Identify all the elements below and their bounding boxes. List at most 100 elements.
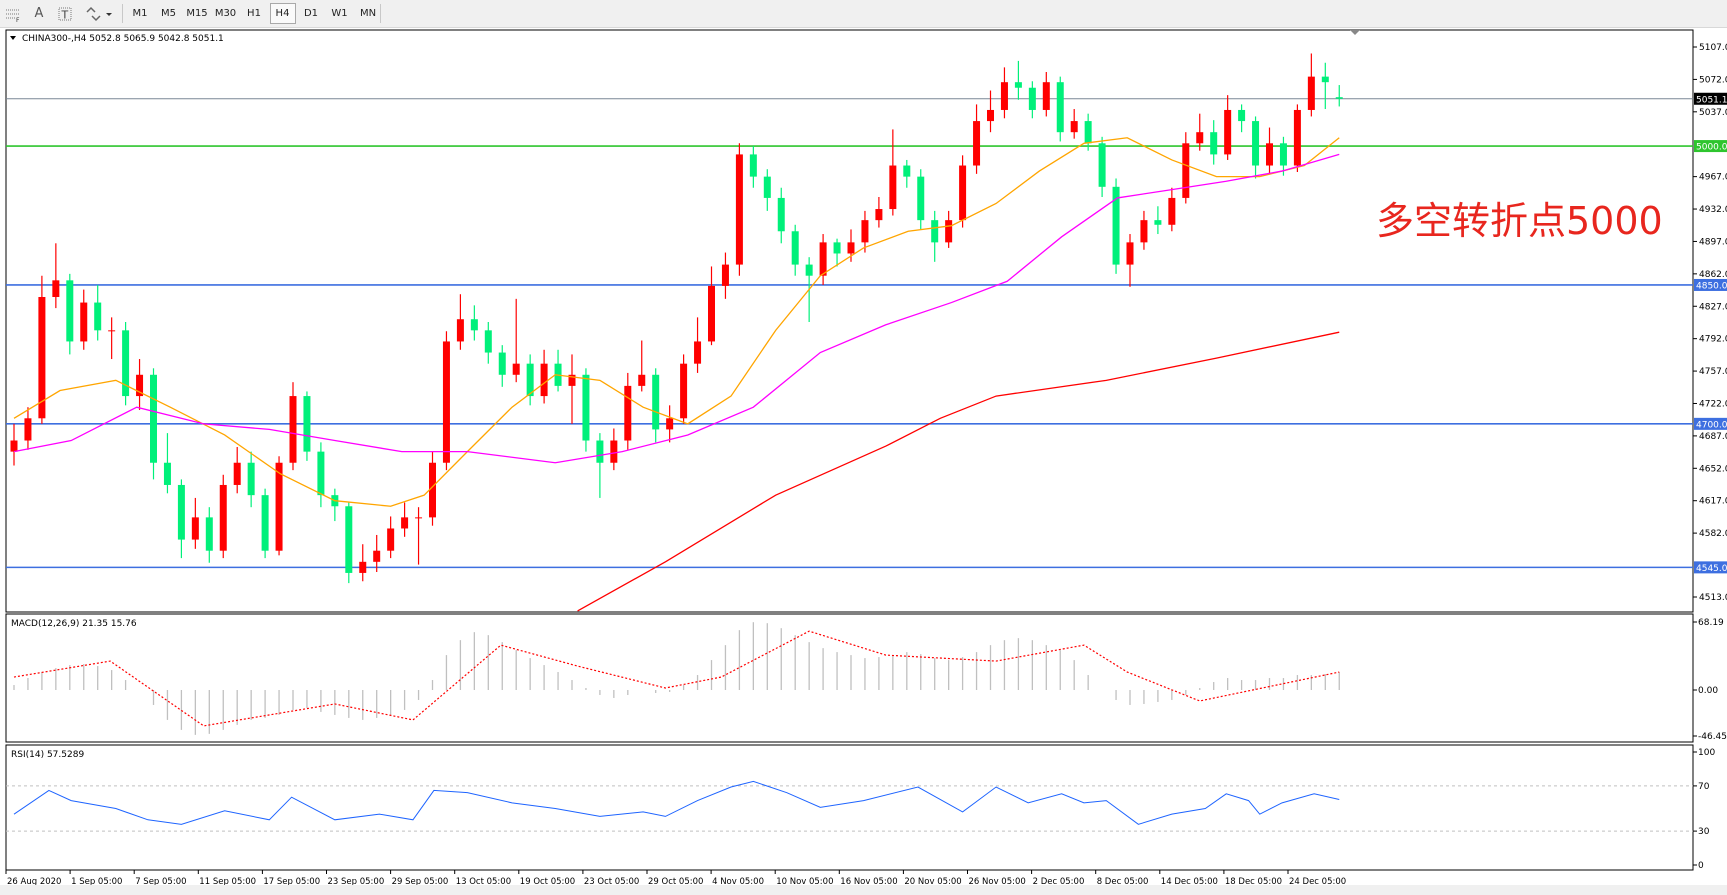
candle [80, 289, 88, 350]
candle-body [1182, 143, 1190, 198]
candle [1084, 113, 1092, 151]
candle-body [833, 242, 841, 254]
candle [1014, 60, 1022, 100]
timeframe-m1-button[interactable]: M1 [132, 8, 148, 19]
candle-body [10, 440, 18, 452]
price-tick-label: 4722.0 [1699, 399, 1727, 409]
candle-body [401, 517, 409, 529]
chart-annotation: 多空转折点5000 [1376, 199, 1663, 243]
candle-body [1307, 76, 1315, 110]
time-axis-label: 16 Nov 05:00 [840, 877, 897, 885]
candle [819, 234, 827, 285]
candle [1112, 178, 1120, 274]
timeframe-d1-button[interactable]: D1 [303, 8, 319, 19]
text-label-icon[interactable]: T [54, 3, 76, 24]
candle [1056, 76, 1064, 142]
chart-area[interactable]: CHINA300-,H4 5052.8 5065.9 5042.8 5051.1… [0, 27, 1727, 885]
candle [303, 391, 311, 461]
candle-body [1293, 109, 1301, 166]
time-axis-label: 11 Sep 05:00 [199, 877, 256, 885]
candle-body [442, 341, 450, 463]
timeframe-mn-button[interactable]: MN [359, 8, 377, 19]
timeframe-m5-button[interactable]: M5 [161, 8, 176, 19]
crosshair-grid-icon[interactable]: F [2, 3, 24, 24]
candle-body [1279, 143, 1287, 166]
candle [1321, 62, 1329, 110]
time-axis-label: 26 Aug 2020 [7, 877, 61, 885]
candle-body [163, 462, 171, 485]
candle-body [1196, 132, 1204, 144]
candle [219, 474, 227, 559]
timeframe-h4-button[interactable]: H4 [269, 3, 296, 24]
candle-body [1126, 242, 1134, 265]
candle [38, 275, 46, 424]
candle [470, 305, 478, 341]
price-tick-label: 4862.0 [1699, 270, 1727, 280]
candle-body [1084, 121, 1092, 144]
candle [387, 516, 395, 559]
arrows-icon[interactable] [82, 3, 116, 24]
candle [973, 104, 981, 174]
candle-body [1070, 121, 1078, 133]
chart-toolbar: F A T M1 M5 M15 M30 H1 H4 D1 W1 MN [0, 0, 1727, 28]
timeframe-h1-button[interactable]: H1 [247, 8, 261, 19]
candle [568, 354, 576, 424]
candle [24, 407, 32, 450]
candle-body [568, 374, 576, 386]
candle-body [1098, 143, 1106, 187]
candle [1266, 127, 1273, 174]
candle [317, 442, 325, 508]
candle-body [652, 374, 660, 430]
time-axis-label: 29 Sep 05:00 [392, 877, 449, 885]
candle-body [763, 176, 771, 198]
main-pane [5, 29, 1694, 613]
candle [150, 368, 157, 480]
candle-body [931, 220, 939, 243]
candle-body [80, 302, 88, 342]
candle-body [1168, 197, 1176, 225]
rsi-pane [5, 744, 1694, 871]
time-axis-label: 18 Dec 05:00 [1225, 877, 1282, 885]
text-icon[interactable]: A [34, 6, 44, 21]
candle [638, 340, 646, 392]
price-tick-label: 5037.0 [1699, 108, 1727, 118]
candle [763, 169, 771, 211]
candle-body [289, 396, 297, 463]
time-axis-label: 10 Nov 05:00 [776, 877, 833, 885]
candle [624, 372, 632, 450]
candle [1238, 104, 1246, 133]
candle-body [456, 319, 464, 342]
time-axis-label: 17 Sep 05:00 [263, 877, 320, 885]
candle-body [108, 330, 116, 332]
candle-body [1028, 87, 1036, 110]
candle-body [1042, 82, 1050, 110]
rsi-tick-label: 30 [1698, 827, 1710, 837]
chart-ohlc-header: CHINA300-,H4 5052.8 5065.9 5042.8 5051.1 [22, 34, 224, 44]
candle [373, 534, 381, 572]
candle [694, 317, 702, 373]
candle [875, 197, 883, 228]
price-label-bg [1694, 561, 1727, 574]
candle-body [247, 462, 255, 496]
candle-body [512, 363, 520, 375]
candle [903, 159, 911, 188]
timeframe-m15-button[interactable]: M15 [186, 8, 208, 19]
candle-body [205, 517, 213, 551]
status-strip [0, 885, 1727, 895]
candle-body [94, 302, 102, 331]
timeframe-w1-button[interactable]: W1 [331, 8, 348, 19]
rsi-label: RSI(14) 57.5289 [11, 750, 84, 760]
candle [10, 423, 18, 466]
candle [1196, 113, 1204, 151]
candle-body [694, 341, 702, 364]
candle-body [805, 264, 813, 276]
price-tick-label: 4827.0 [1699, 302, 1727, 312]
candle-body [38, 297, 46, 419]
candle-body [903, 165, 911, 177]
candle-body [708, 285, 715, 342]
timeframe-m30-button[interactable]: M30 [214, 8, 237, 19]
svg-text:F: F [16, 17, 20, 22]
price-label-bg [1694, 92, 1727, 105]
candle-body [66, 280, 74, 342]
candle [987, 90, 994, 133]
